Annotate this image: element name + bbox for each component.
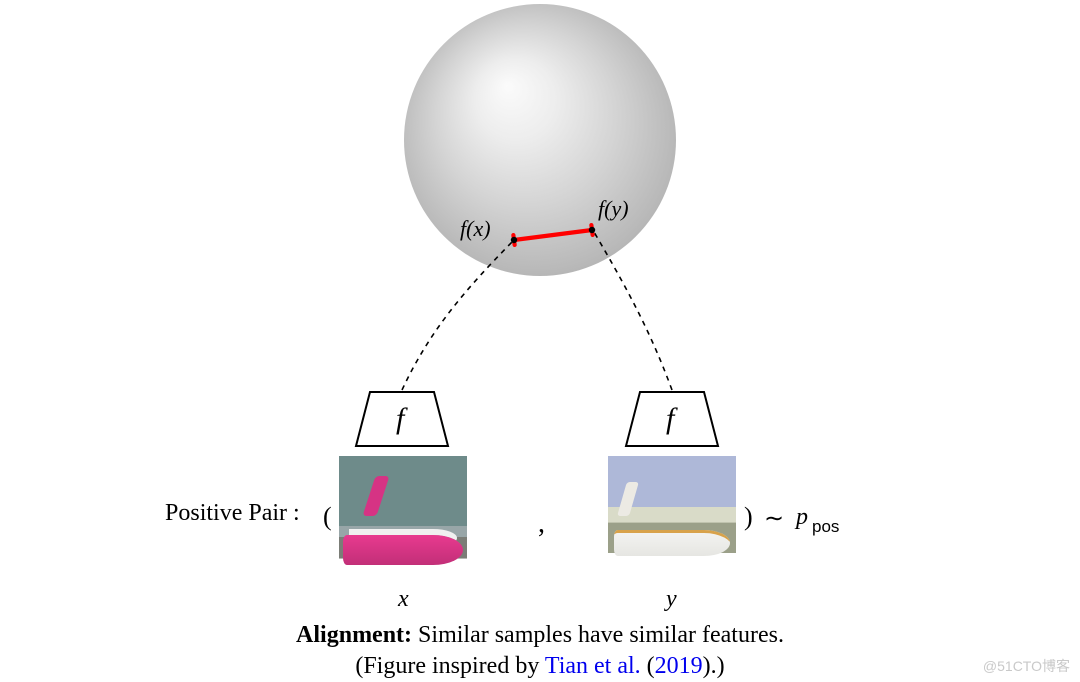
encoder-label-left: f [396, 402, 404, 436]
sample-image-y [608, 456, 736, 584]
label-fy: f(y) [598, 196, 629, 222]
pair-comma: , [538, 508, 545, 540]
caption2-post: ).) [703, 653, 725, 679]
label-x: x [398, 586, 409, 613]
figure-root: f(x) f(y) f f x y Positive Pair : ( , ) … [0, 0, 1080, 682]
ppos-sub: pos [812, 517, 839, 537]
ppos-p: p [796, 504, 808, 531]
caption2-mid: ( [641, 653, 655, 679]
point-fx [511, 237, 517, 243]
caption-bold: Alignment: [296, 622, 412, 648]
point-fy [589, 227, 595, 233]
watermark: @51CTO博客 [983, 656, 1070, 676]
close-paren: ) [744, 502, 753, 532]
caption-rest: Similar samples have similar features. [412, 622, 784, 648]
positive-pair-label: Positive Pair : [165, 500, 300, 527]
caption-citation-year[interactable]: 2019 [655, 653, 703, 679]
caption2-pre: (Figure inspired by [355, 653, 545, 679]
encoder-label-right: f [666, 402, 674, 436]
label-fx: f(x) [460, 216, 491, 242]
sample-image-x [339, 456, 467, 584]
caption-citation-author[interactable]: Tian et al. [545, 653, 641, 679]
tilde-symbol: ∼ [764, 504, 784, 533]
figure-caption: Alignment: Similar samples have similar … [0, 622, 1080, 680]
diagram-svg [0, 0, 1080, 682]
label-y: y [666, 586, 677, 613]
open-paren: ( [323, 502, 332, 532]
